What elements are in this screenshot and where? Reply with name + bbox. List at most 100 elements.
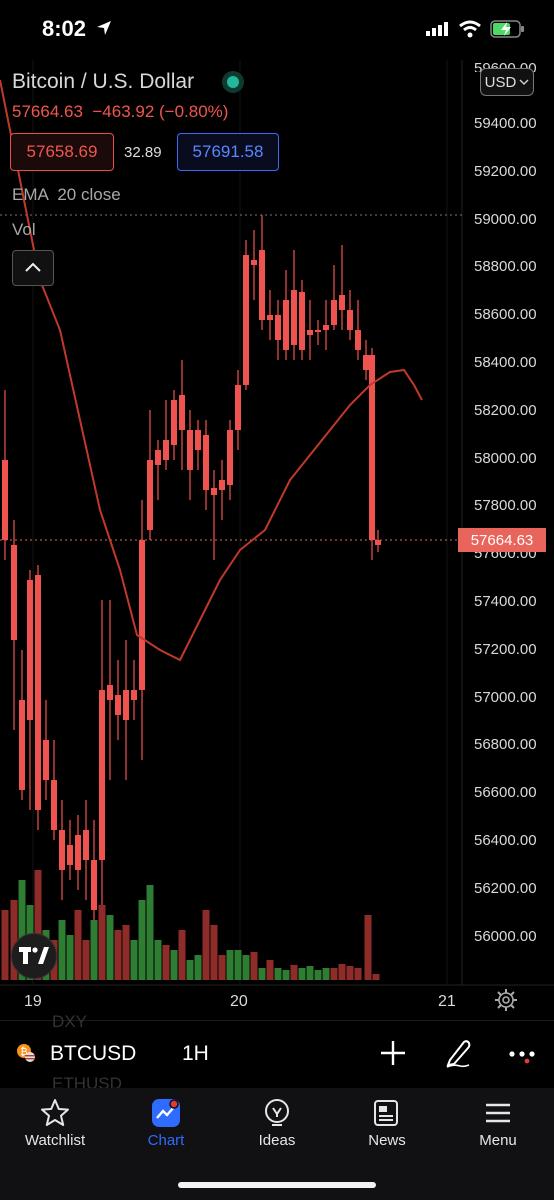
interval-selector[interactable]: 1H <box>182 1042 209 1065</box>
y-axis-label: 56200.00 <box>474 879 537 897</box>
volume-bar <box>98 905 106 980</box>
volume-bar <box>154 940 162 980</box>
tab-watchlist[interactable]: Watchlist <box>5 1098 105 1149</box>
candle-body <box>323 325 329 330</box>
candle-body <box>347 310 353 330</box>
volume-bar <box>170 950 178 980</box>
candle-body <box>115 695 121 715</box>
bitcoin-usd-icon: ₿ <box>17 1044 35 1062</box>
candle-body <box>369 355 375 540</box>
volume-bar <box>178 930 186 980</box>
star-icon <box>41 1099 69 1126</box>
add-plus-icon[interactable] <box>380 1040 406 1066</box>
volume-bar <box>162 945 170 980</box>
newspaper-icon <box>374 1100 398 1126</box>
more-options-icon[interactable] <box>508 1046 538 1066</box>
x-axis-label: 20 <box>230 993 248 1010</box>
volume-bar <box>282 970 290 980</box>
currency-label: USD <box>484 73 517 91</box>
volume-indicator-label[interactable]: Vol <box>12 220 36 239</box>
battery-charging-icon <box>490 20 524 38</box>
currency-selector[interactable]: USD <box>480 68 534 96</box>
spread-value: 32.89 <box>124 144 162 161</box>
y-axis-label: 58600.00 <box>474 306 537 324</box>
volume-bar <box>138 900 146 980</box>
cellular-signal-icon <box>426 22 448 36</box>
volume-bar <box>130 940 138 980</box>
price-chart[interactable] <box>0 60 554 990</box>
tradingview-logo-icon <box>19 947 49 964</box>
volume-bar <box>306 966 314 980</box>
volume-bar <box>146 885 154 980</box>
candle-body <box>299 292 305 350</box>
tab-ideas[interactable]: Ideas <box>227 1098 327 1149</box>
status-time: 8:02 <box>42 16 87 41</box>
candle-body <box>43 740 49 780</box>
tab-menu[interactable]: Menu <box>448 1098 548 1149</box>
y-axis-label: 59200.00 <box>474 162 537 180</box>
volume-bar <box>114 930 122 980</box>
volume-bar <box>194 955 202 980</box>
y-axis-label: 56800.00 <box>474 736 537 754</box>
tab-label: News <box>368 1132 406 1149</box>
tab-label: Ideas <box>258 1132 296 1149</box>
home-indicator <box>178 1182 376 1188</box>
chart-settings-icon[interactable] <box>494 988 518 1012</box>
y-axis-label: 57200.00 <box>474 640 537 658</box>
candle-body <box>315 330 321 332</box>
drawing-tools-icon[interactable] <box>444 1038 472 1068</box>
candle-body <box>251 260 257 265</box>
tab-news[interactable]: News <box>337 1098 437 1149</box>
volume-bar <box>186 960 194 980</box>
volume-bar <box>298 968 306 980</box>
candle-body <box>51 780 57 830</box>
candle-body <box>139 540 145 690</box>
y-axis-label: 58400.00 <box>474 354 537 371</box>
volume-bar <box>250 952 258 980</box>
ema-line <box>0 79 423 662</box>
svg-text:₿: ₿ <box>20 1046 27 1058</box>
chevron-down-icon <box>519 78 529 85</box>
candle-body <box>83 830 89 860</box>
y-axis-label: 56600.00 <box>474 784 537 802</box>
symbol-ticker[interactable]: BTCUSD <box>50 1042 137 1065</box>
tab-chart[interactable]: Chart <box>116 1098 216 1149</box>
candle-body <box>11 545 17 640</box>
tab-label: Watchlist <box>24 1132 86 1149</box>
buy-price-button[interactable]: 57691.58 <box>177 133 279 171</box>
candle-body <box>107 685 113 700</box>
candle-body <box>339 295 345 310</box>
collapse-indicators-button[interactable] <box>12 250 54 286</box>
volume-bar <box>372 974 380 980</box>
tradingview-logo[interactable] <box>11 933 57 979</box>
y-axis-label: 58200.00 <box>474 401 537 419</box>
y-axis-label: 59000.00 <box>474 210 537 228</box>
sell-price-button[interactable]: 57658.69 <box>10 133 114 171</box>
candle-body <box>195 430 201 450</box>
candle-body <box>375 540 381 545</box>
volume-bar <box>274 968 282 980</box>
candle-body <box>59 830 65 870</box>
candle-body <box>67 845 73 865</box>
volume-bar <box>34 870 42 980</box>
volume-bar <box>330 968 338 980</box>
y-axis-label: 56000.00 <box>474 927 537 945</box>
volume-bar <box>346 966 354 980</box>
volume-bar <box>106 915 114 980</box>
candle-body <box>35 575 41 810</box>
tab-label: Menu <box>479 1132 517 1149</box>
ema-indicator-label[interactable]: EMA 20 close <box>12 185 121 204</box>
candle-body <box>243 255 249 385</box>
symbol-title[interactable]: Bitcoin / U.S. Dollar <box>12 70 195 93</box>
market-open-indicator <box>222 71 244 93</box>
chart-icon <box>152 1099 180 1127</box>
volume-bar <box>202 910 210 980</box>
candle-body <box>235 385 241 430</box>
volume-bar <box>90 920 98 980</box>
y-axis-label: 57400.00 <box>474 593 537 610</box>
candle-body <box>331 300 337 325</box>
candle-body <box>27 580 33 720</box>
candle-body <box>259 250 265 320</box>
candle-body <box>19 700 25 790</box>
tab-label: Chart <box>147 1132 185 1149</box>
